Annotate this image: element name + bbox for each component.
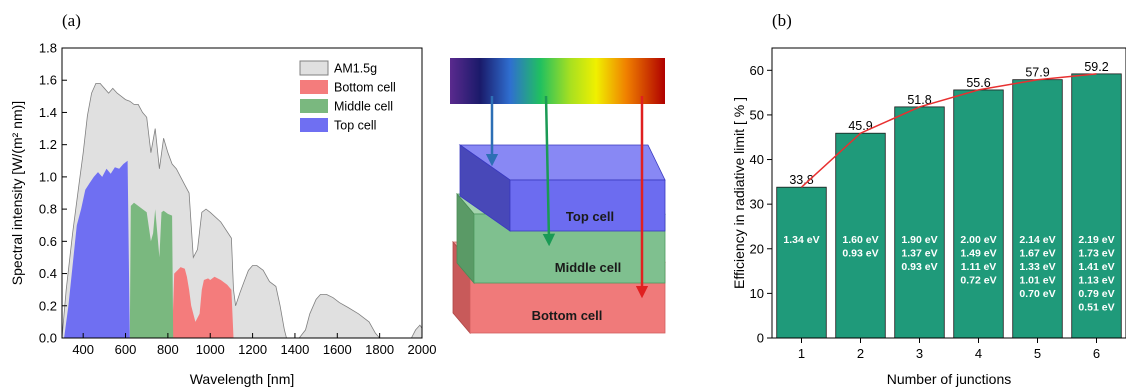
x-tick-label: 400 xyxy=(72,342,94,357)
y-tick-label: 60 xyxy=(750,63,764,78)
bottom-cell-label: Bottom cell xyxy=(532,308,603,323)
x-tick-label: 1400 xyxy=(280,342,309,357)
x-tick-label: 1600 xyxy=(323,342,352,357)
x-tick-label: 1800 xyxy=(365,342,394,357)
efficiency-y-axis-label: Efficiency in radiative limit [ % ] xyxy=(731,97,747,289)
legend-swatch xyxy=(300,99,328,113)
y-tick-label: 0.8 xyxy=(39,202,57,217)
y-tick-label: 1.2 xyxy=(39,137,57,152)
panel-b-letter: (b) xyxy=(772,11,792,30)
middle-cell-label: Middle cell xyxy=(555,260,621,275)
bar-value-label: 45.9 xyxy=(848,119,872,133)
x-tick-label: 5 xyxy=(1034,346,1041,361)
green-light-arrow xyxy=(542,95,556,247)
y-tick-label: 0.0 xyxy=(39,331,57,346)
y-tick-label: 40 xyxy=(750,152,764,167)
y-tick-label: 0.6 xyxy=(39,234,57,249)
legend-label: AM1.5g xyxy=(334,62,377,76)
bandgap-label: 1.33 eV xyxy=(1019,261,1055,273)
spectrum-series-group xyxy=(61,83,423,339)
efficiency-chart: 33.8 1.34 eV 45.9 1.60 eV 0.93 eV 51.8 1.90 eV… xyxy=(731,47,1126,387)
x-tick-label: 1 xyxy=(798,346,805,361)
y-tick-label: 30 xyxy=(750,197,764,212)
x-tick-label: 4 xyxy=(975,346,982,361)
bandgap-label: 1.37 eV xyxy=(901,248,937,260)
series-area-bottom-cell xyxy=(172,267,234,338)
bandgap-label: 0.51 eV xyxy=(1078,302,1114,314)
bandgap-label: 1.13 eV xyxy=(1078,275,1114,287)
y-tick-label: 0.2 xyxy=(39,298,57,313)
top-cell-front-face xyxy=(509,179,666,232)
y-tick-label: 0 xyxy=(757,331,764,346)
y-tick-label: 1.0 xyxy=(39,169,57,184)
bandgap-label: 1.49 eV xyxy=(960,248,996,260)
series-area-top-cell xyxy=(64,160,130,338)
efficiency-bar xyxy=(776,186,827,339)
legend-label: Top cell xyxy=(334,119,376,133)
x-tick-label: 600 xyxy=(115,342,137,357)
bar-value-label: 57.9 xyxy=(1025,66,1049,80)
panel-a-letter: (a) xyxy=(62,11,81,30)
x-tick-label: 3 xyxy=(916,346,923,361)
bandgap-label: 1.11 eV xyxy=(961,261,997,273)
x-tick-label: 1200 xyxy=(238,342,267,357)
x-tick-label: 6 xyxy=(1093,346,1100,361)
bandgap-label: 0.93 eV xyxy=(901,261,937,273)
spectrum-chart: 400 600 800 1000 1200 1400 1600 1800 2000 0.0 0.2 0… xyxy=(9,41,436,388)
y-tick-label: 0.4 xyxy=(39,266,57,281)
bandgap-label: 1.01 eV xyxy=(1019,275,1055,287)
bar-value-label: 55.6 xyxy=(966,76,990,90)
x-tick-label: 2 xyxy=(857,346,864,361)
spectrum-legend: AM1.5g Bottom cell Middle cell Top cell xyxy=(299,60,396,133)
top-cell-label: Top cell xyxy=(566,209,614,224)
spectrum-y-axis-label: Spectral intensity [W/(m² nm)] xyxy=(9,101,25,285)
bandgap-label: 0.79 eV xyxy=(1078,288,1114,300)
efficiency-bar xyxy=(953,89,1004,339)
bandgap-label: 2.00 eV xyxy=(960,234,996,246)
efficiency-trend-curve xyxy=(800,73,1097,188)
legend-swatch xyxy=(299,60,329,76)
bandgap-label: 0.93 eV xyxy=(842,248,878,260)
bandgap-label: 0.70 eV xyxy=(1019,288,1055,300)
y-tick-label: 50 xyxy=(750,107,764,122)
efficiency-bar xyxy=(835,132,886,339)
y-tick-label: 1.6 xyxy=(39,73,57,88)
bandgap-label: 1.41 eV xyxy=(1078,261,1114,273)
efficiency-bars-group: 33.8 1.34 eV 45.9 1.60 eV 0.93 eV 51.8 1.90 eV… xyxy=(776,60,1122,339)
efficiency-plot-frame xyxy=(771,47,1126,339)
x-tick-label: 800 xyxy=(157,342,179,357)
x-tick-label: 1000 xyxy=(196,342,225,357)
series-area-middle-cell xyxy=(129,202,174,338)
legend-label: Bottom cell xyxy=(334,81,396,95)
legend-swatch xyxy=(300,118,328,132)
efficiency-bar xyxy=(1071,73,1122,339)
legend-label: Middle cell xyxy=(334,100,393,114)
x-tick-label: 2000 xyxy=(408,342,437,357)
sunlight-spectrum-bar xyxy=(450,58,665,104)
legend-swatch xyxy=(300,80,328,94)
tandem-cell-diagram: Bottom cell Middle cell Top cell xyxy=(450,58,666,335)
bandgap-label: 2.14 eV xyxy=(1019,234,1055,246)
y-tick-label: 20 xyxy=(750,241,764,256)
bandgap-label: 1.60 eV xyxy=(842,234,878,246)
bandgap-label: 1.67 eV xyxy=(1019,248,1055,260)
bandgap-label: 1.34 eV xyxy=(783,234,819,246)
bar-value-label: 33.8 xyxy=(789,173,813,187)
y-tick-label: 10 xyxy=(750,286,764,301)
bar-value-label: 59.2 xyxy=(1084,60,1108,74)
bandgap-label: 1.90 eV xyxy=(901,234,937,246)
spectrum-x-axis-label: Wavelength [nm] xyxy=(190,371,295,387)
y-tick-label: 1.8 xyxy=(39,41,57,56)
efficiency-x-axis-label: Number of junctions xyxy=(887,371,1012,387)
spectrum-axis-ticks: 400 600 800 1000 1200 1400 1600 1800 2000 0.0 0.2 0… xyxy=(39,41,437,358)
bar-value-label: 51.8 xyxy=(907,93,931,107)
spectrum-plot-frame xyxy=(61,47,423,339)
bandgap-label: 1.73 eV xyxy=(1078,248,1114,260)
y-tick-label: 1.4 xyxy=(39,105,57,120)
efficiency-bar xyxy=(894,106,945,339)
bandgap-label: 2.19 eV xyxy=(1078,234,1114,246)
bandgap-label: 0.72 eV xyxy=(960,275,996,287)
